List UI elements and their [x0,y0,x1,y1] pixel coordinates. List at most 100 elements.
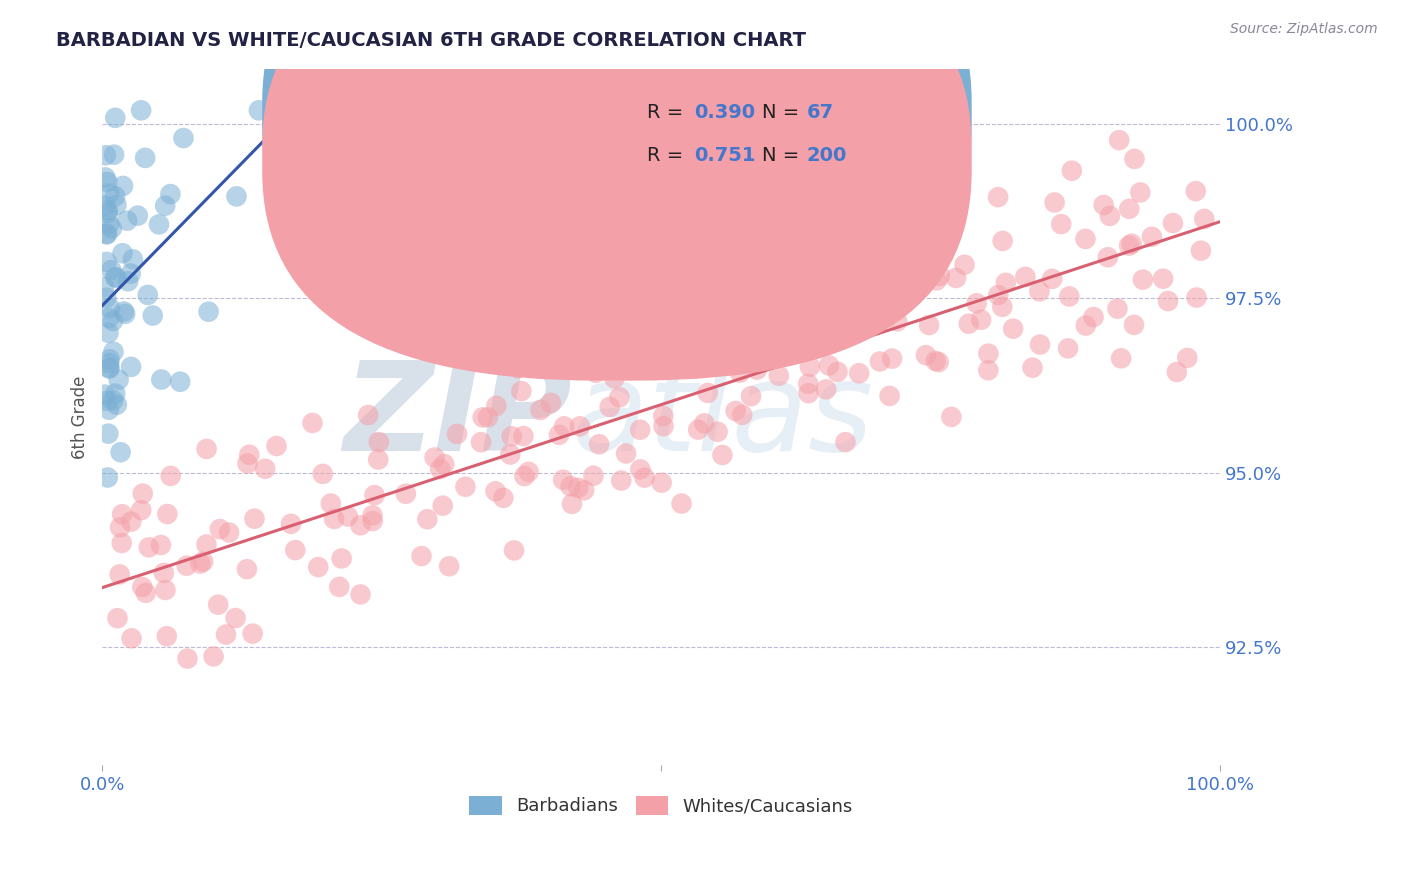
Point [797,386,820,401]
Point [603,371,626,385]
Point [330,551,353,566]
Point [834,435,856,450]
Point [207,598,229,612]
Point [745,362,768,376]
Point [100,263,122,277]
Point [827,277,849,292]
Point [197,304,219,318]
Point [129,103,152,118]
Point [470,435,492,450]
Point [1161,216,1184,230]
Point [98,361,121,376]
Point [131,580,153,594]
Text: atlas: atlas [572,357,873,477]
Point [724,404,747,418]
Point [477,410,499,425]
Point [987,288,1010,302]
Point [96,227,118,242]
Point [307,560,329,574]
Point [357,408,380,422]
Point [98,352,121,367]
Point [1057,342,1080,356]
Legend: Barbadians, Whites/Caucasians: Barbadians, Whites/Caucasians [470,796,853,815]
Point [98,310,121,325]
Point [1118,202,1140,216]
Point [142,309,165,323]
Point [731,296,754,310]
Point [105,270,128,285]
Text: 0.751: 0.751 [695,146,756,165]
Point [156,629,179,643]
Point [1108,133,1130,147]
Point [693,318,716,332]
Text: ZIP: ZIP [343,357,572,477]
Point [96,255,118,269]
Point [755,352,778,367]
Point [254,461,277,475]
Point [1059,289,1081,303]
Point [869,354,891,368]
Point [994,276,1017,290]
Point [437,559,460,574]
Point [574,483,596,498]
Point [136,288,159,302]
Point [337,103,360,118]
Point [105,398,128,412]
Point [107,611,129,625]
Point [628,462,651,476]
Point [991,234,1014,248]
Point [886,314,908,328]
Point [815,383,838,397]
Point [202,649,225,664]
Point [111,508,134,522]
Point [215,627,238,641]
Point [121,632,143,646]
Point [97,426,120,441]
Point [96,175,118,189]
FancyBboxPatch shape [578,82,868,194]
Point [728,366,751,380]
Point [567,481,589,495]
Point [361,508,384,523]
Point [1166,365,1188,379]
Point [789,289,811,303]
Point [367,452,389,467]
Point [176,558,198,573]
Point [363,488,385,502]
Point [149,538,172,552]
Point [176,651,198,665]
Point [918,318,941,332]
Point [159,469,181,483]
Point [693,417,716,431]
Point [112,304,135,318]
Point [977,363,1000,377]
Point [513,469,536,483]
Point [585,366,607,380]
Point [953,258,976,272]
Point [561,497,583,511]
Point [609,390,631,404]
Point [432,499,454,513]
Point [150,372,173,386]
Point [98,360,121,375]
Point [98,301,121,315]
Point [1107,301,1129,316]
Point [411,549,433,563]
Point [236,562,259,576]
Point [423,450,446,465]
Point [105,198,128,212]
Point [101,314,124,328]
Y-axis label: 6th Grade: 6th Grade [72,376,89,458]
Point [1097,250,1119,264]
Text: 200: 200 [806,146,846,165]
Point [319,497,342,511]
Point [96,291,118,305]
Point [94,170,117,185]
Text: R =: R = [647,103,683,122]
Point [328,580,350,594]
FancyBboxPatch shape [262,0,972,337]
Point [1092,198,1115,212]
Point [416,512,439,526]
Text: BARBADIAN VS WHITE/CAUCASIAN 6TH GRADE CORRELATION CHART: BARBADIAN VS WHITE/CAUCASIAN 6TH GRADE C… [56,31,806,50]
Point [1002,321,1025,335]
